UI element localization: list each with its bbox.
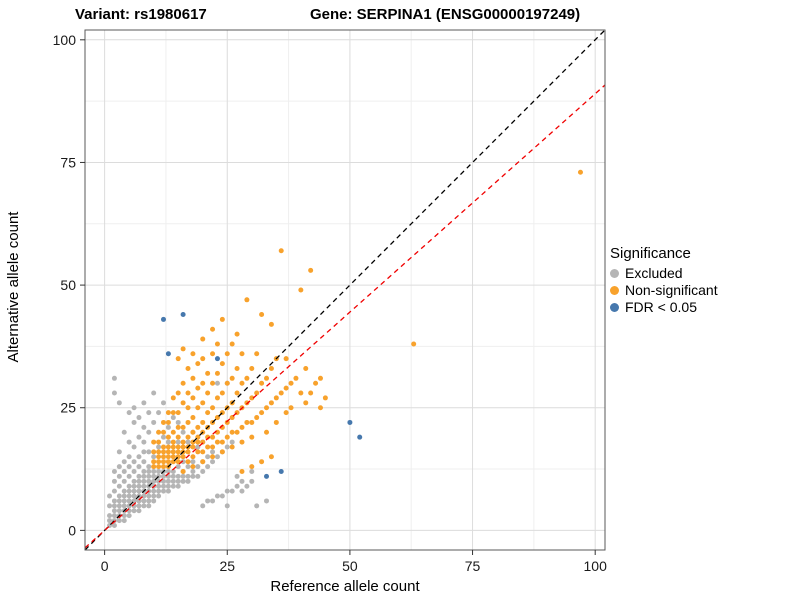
svg-text:75: 75: [60, 154, 76, 170]
legend-item-non-significant: Non-significant: [610, 282, 718, 299]
legend-item-label: FDR < 0.05: [625, 299, 697, 315]
fdr-dot-icon: [610, 303, 619, 312]
svg-text:75: 75: [465, 558, 481, 574]
legend-item-label: Excluded: [625, 265, 683, 281]
legend-item-fdr: FDR < 0.05: [610, 299, 718, 316]
svg-text:50: 50: [342, 558, 358, 574]
legend-item-excluded: Excluded: [610, 265, 718, 282]
svg-text:100: 100: [584, 558, 608, 574]
svg-text:0: 0: [101, 558, 109, 574]
legend-item-label: Non-significant: [625, 282, 718, 298]
gene-title: Gene: SERPINA1 (ENSG00000197249): [310, 6, 581, 23]
y-axis-label: Alternative allele count: [5, 211, 22, 363]
legend-title: Significance: [610, 245, 691, 262]
excluded-dot-icon: [610, 269, 619, 278]
x-axis-label: Reference allele count: [270, 578, 420, 595]
svg-text:25: 25: [60, 400, 76, 416]
svg-text:0: 0: [68, 522, 76, 538]
non-significant-dot-icon: [610, 286, 619, 295]
legend: Significance Excluded Non-significant FD…: [610, 245, 718, 316]
variant-title: Variant: rs1980617: [75, 6, 207, 23]
svg-text:100: 100: [53, 32, 77, 48]
svg-text:50: 50: [60, 277, 76, 293]
svg-text:25: 25: [219, 558, 235, 574]
